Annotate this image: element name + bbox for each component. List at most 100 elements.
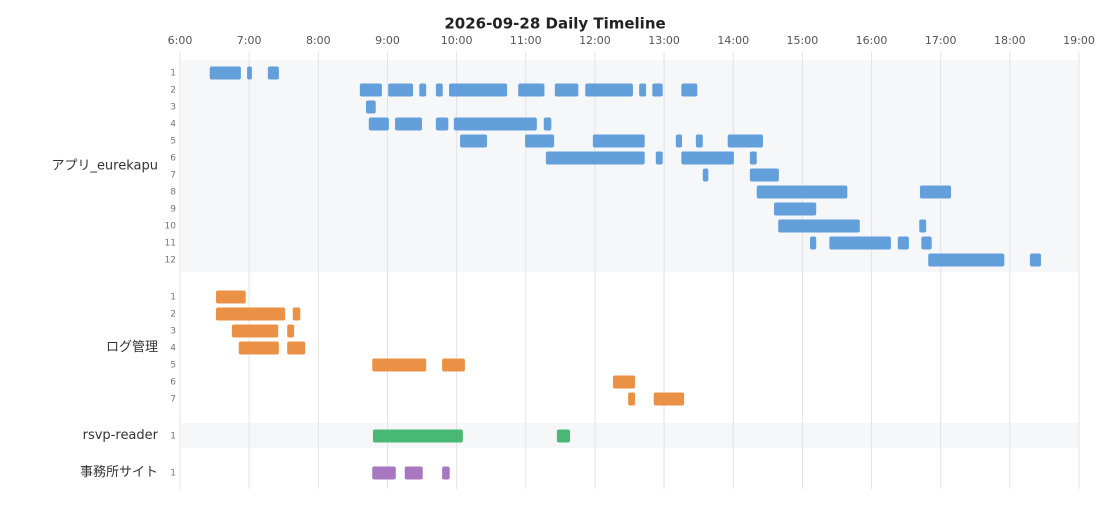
x-tick-label: 18:00 (994, 34, 1026, 47)
segment-bar (366, 100, 376, 114)
segment-bar (267, 66, 279, 80)
segment-bar (778, 219, 860, 233)
row-label: 7 (170, 171, 176, 181)
segment-bar (231, 324, 279, 338)
segment-bar (702, 168, 709, 182)
row-label: 12 (165, 256, 176, 266)
segment-bar (695, 134, 703, 148)
x-tick-label: 15:00 (787, 34, 819, 47)
segment-bar (554, 83, 579, 97)
group-label: 事務所サイト (80, 465, 158, 480)
segment-bar (453, 117, 537, 131)
segment-bar (518, 83, 545, 97)
x-tick-label: 9:00 (375, 34, 400, 47)
segment-bar (749, 151, 757, 165)
segment-bar (585, 83, 633, 97)
x-tick-label: 14:00 (717, 34, 749, 47)
segment-bar (435, 83, 443, 97)
segment-bar (442, 358, 465, 372)
segment-bar (628, 392, 636, 406)
segment-bar (359, 83, 382, 97)
segment-bar (756, 185, 848, 199)
segment-bar (545, 151, 645, 165)
segment-bar (897, 236, 909, 250)
segment-bar (655, 151, 663, 165)
segment-bar (928, 253, 1005, 267)
segment-bar (681, 151, 734, 165)
segment-bar (749, 168, 779, 182)
segment-bar (287, 324, 295, 338)
row-label: 3 (170, 103, 176, 113)
x-tick-label: 6:00 (168, 34, 193, 47)
row-label: 7 (170, 395, 176, 405)
segment-bar (675, 134, 683, 148)
x-tick-label: 19:00 (1063, 34, 1095, 47)
group-label: アプリ_eurekapu (51, 159, 158, 174)
segment-bar (215, 307, 286, 321)
segment-bar (247, 66, 252, 80)
row-label: 6 (170, 154, 176, 164)
group-band (180, 423, 1079, 448)
segment-bar (435, 117, 449, 131)
row-label: 5 (170, 137, 176, 147)
x-tick-label: 11:00 (510, 34, 542, 47)
segment-bar (543, 117, 552, 131)
segment-bar (404, 466, 423, 480)
chart-title: 2026-09-28 Daily Timeline (444, 15, 665, 33)
row-label: 1 (170, 69, 176, 79)
row-label: 11 (165, 239, 176, 249)
row-label: 1 (170, 469, 176, 479)
segment-bar (556, 429, 571, 443)
group-label: rsvp-reader (83, 428, 159, 443)
row-label: 2 (170, 86, 176, 96)
segment-bar (919, 219, 927, 233)
segment-bar (372, 466, 396, 480)
row-label: 1 (170, 432, 176, 442)
segment-bar (1029, 253, 1041, 267)
row-label: 4 (170, 344, 176, 354)
segment-bar (372, 358, 427, 372)
x-tick-label: 10:00 (441, 34, 473, 47)
row-label: 6 (170, 378, 176, 388)
segment-bar (639, 83, 647, 97)
segment-bar (372, 429, 463, 443)
row-label: 1 (170, 293, 176, 303)
segment-bar (525, 134, 555, 148)
segment-bar (653, 392, 685, 406)
segment-bar (809, 236, 817, 250)
segment-bar (921, 236, 932, 250)
row-label: 8 (170, 188, 176, 198)
segment-bar (592, 134, 645, 148)
segment-bar (395, 117, 423, 131)
segment-bar (774, 202, 817, 216)
row-label: 3 (170, 327, 176, 337)
x-tick-label: 8:00 (306, 34, 331, 47)
segment-bar (829, 236, 891, 250)
segment-bar (449, 83, 508, 97)
segment-bar (919, 185, 952, 199)
row-label: 10 (165, 222, 177, 232)
segment-bar (287, 341, 306, 355)
segment-bar (238, 341, 279, 355)
row-label: 2 (170, 310, 176, 320)
segment-bar (368, 117, 389, 131)
segment-bar (442, 466, 450, 480)
segment-bar (681, 83, 698, 97)
x-tick-label: 13:00 (648, 34, 680, 47)
x-tick-label: 16:00 (856, 34, 888, 47)
x-tick-label: 17:00 (925, 34, 957, 47)
segment-bar (727, 134, 763, 148)
segment-bar (215, 290, 246, 304)
group-label: ログ管理 (106, 340, 158, 355)
row-label: 5 (170, 361, 176, 371)
x-tick-label: 7:00 (237, 34, 262, 47)
segment-bar (209, 66, 241, 80)
segment-bar (612, 375, 636, 389)
segment-bar (652, 83, 663, 97)
segment-bar (419, 83, 427, 97)
segment-bar (292, 307, 301, 321)
row-label: 9 (170, 205, 176, 215)
row-label: 4 (170, 120, 176, 130)
